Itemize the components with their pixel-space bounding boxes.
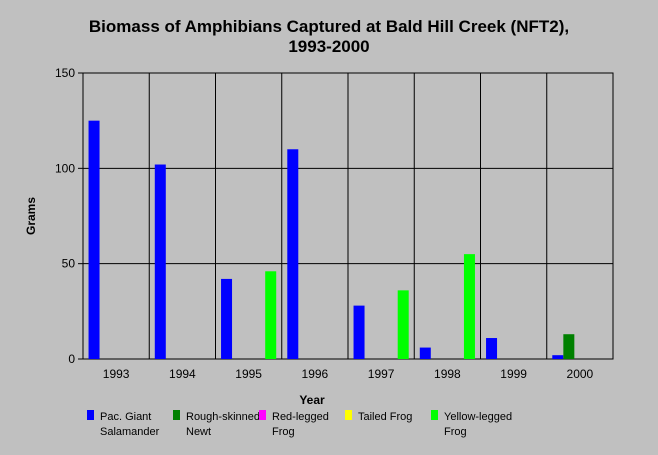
legend: Pac. Giant Salamander Rough-skinned Newt Red…	[87, 410, 512, 438]
bar	[463, 254, 475, 359]
x-tick-label: 1999	[500, 367, 527, 381]
y-axis-title: Grams	[24, 197, 38, 235]
bar	[287, 149, 299, 359]
legend-label: Salamander	[100, 426, 160, 438]
legend-swatch	[259, 410, 266, 420]
x-tick-label: 1996	[302, 367, 329, 381]
x-tick-label: 1998	[434, 367, 461, 381]
bar	[265, 271, 277, 359]
x-tick-label: 1995	[235, 367, 262, 381]
bar	[221, 278, 233, 359]
grid-lines	[83, 73, 613, 359]
y-tick-label: 100	[55, 161, 75, 175]
legend-label: Tailed Frog	[358, 411, 412, 423]
legend-swatch	[431, 410, 438, 420]
legend-label: Red-legged	[272, 411, 329, 423]
x-axis-title: Year	[299, 393, 325, 407]
bar	[419, 347, 431, 359]
legend-swatch	[173, 410, 180, 420]
bars	[88, 120, 575, 360]
legend-label: Newt	[186, 426, 211, 438]
y-tick-label: 0	[68, 352, 75, 366]
x-tick-label: 2000	[567, 367, 594, 381]
bar	[397, 290, 409, 359]
y-tick-label: 150	[55, 66, 75, 80]
x-tick-label: 1993	[103, 367, 130, 381]
legend-label: Frog	[272, 426, 295, 438]
bar	[563, 334, 575, 359]
legend-label: Pac. Giant	[100, 411, 151, 423]
bar	[353, 305, 365, 359]
bar	[88, 120, 100, 360]
x-axis-ticks: 1993 1994 1995 1996 1997 1998 1999 2000	[103, 367, 594, 381]
bar	[154, 164, 166, 359]
legend-swatch	[345, 410, 352, 420]
chart-title-line-1: Biomass of Amphibians Captured at Bald H…	[89, 17, 569, 36]
legend-swatch	[87, 410, 94, 420]
bar	[486, 338, 498, 359]
y-axis-ticks: 0 50 100 150	[55, 66, 83, 366]
x-tick-label: 1997	[368, 367, 395, 381]
legend-label: Rough-skinned	[186, 411, 260, 423]
legend-label: Yellow-legged	[444, 411, 512, 423]
x-tick-label: 1994	[169, 367, 196, 381]
bar	[552, 355, 564, 359]
legend-label: Frog	[444, 426, 467, 438]
y-tick-label: 50	[62, 257, 76, 271]
chart-title-line-2: 1993-2000	[288, 37, 369, 56]
